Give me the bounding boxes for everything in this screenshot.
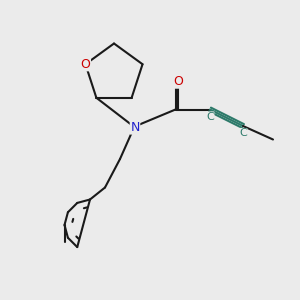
Text: N: N <box>130 121 140 134</box>
Text: C: C <box>206 112 214 122</box>
Text: C: C <box>239 128 247 139</box>
Text: O: O <box>173 75 183 88</box>
Text: O: O <box>80 58 90 71</box>
